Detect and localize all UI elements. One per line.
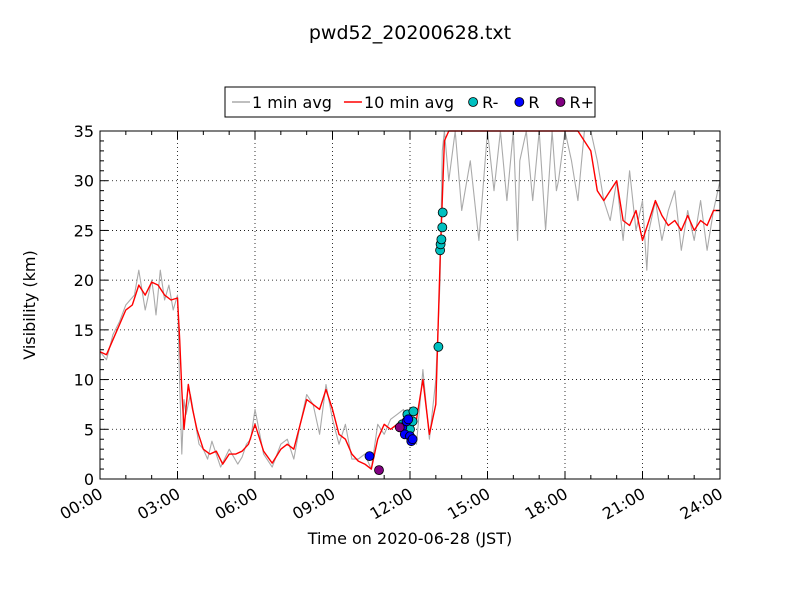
- legend: 1 min avg 10 min avg R- R R+: [224, 86, 596, 118]
- legend-label-10-min-avg: 10 min avg: [364, 93, 454, 112]
- data-point-r: [407, 434, 418, 445]
- legend-items: 1 min avg 10 min avg R- R R+: [232, 93, 594, 112]
- x-tick-label: 18:00: [522, 484, 571, 524]
- data-point-rplus: [394, 422, 405, 433]
- y-axis-label: Visibility (km): [20, 250, 39, 359]
- x-tick-label: 00:00: [57, 484, 106, 524]
- legend-label-1-min-avg: 1 min avg: [252, 93, 332, 112]
- data-point-rminus: [436, 234, 447, 245]
- legend-marker-rplus: [555, 97, 566, 107]
- data-point-rplus: [374, 465, 384, 476]
- legend-marker-rminus: [468, 97, 478, 107]
- data-point-rminus: [433, 341, 444, 352]
- y-tick-label: 20: [74, 271, 94, 290]
- data-point-rminus: [437, 222, 448, 233]
- plot-area: [99, 130, 721, 480]
- y-tick-labels: 0 5 10 15 20 25 30 35: [74, 122, 94, 489]
- x-tick-label: 03:00: [134, 484, 183, 524]
- series-line-10-min-avg: [99, 130, 720, 470]
- series-layer: [99, 130, 721, 476]
- x-tick-label: 21:00: [599, 484, 648, 524]
- data-point-r: [403, 414, 414, 425]
- data-point-r: [364, 451, 375, 462]
- x-tick-label: 09:00: [289, 484, 338, 524]
- y-tick-label: 35: [74, 122, 94, 141]
- legend-label-rplus: R+: [569, 93, 594, 112]
- series-line-1-min-avg: [99, 130, 721, 470]
- legend-label-rminus: R-: [482, 93, 498, 112]
- data-point-rminus: [437, 207, 448, 218]
- y-tick-label: 25: [74, 221, 94, 240]
- x-tick-label: 06:00: [212, 484, 261, 524]
- y-tick-label: 15: [74, 321, 94, 340]
- data-point-rminus: [408, 406, 419, 417]
- plot-frame: [99, 130, 721, 480]
- x-axis-label: Time on 2020-06-28 (JST): [307, 529, 512, 548]
- y-tick-label: 30: [74, 172, 94, 191]
- legend-marker-r: [514, 97, 525, 107]
- x-tick-label: 12:00: [367, 484, 416, 524]
- y-tick-label: 0: [84, 470, 94, 489]
- x-tick-label: 24:00: [677, 484, 726, 524]
- legend-box: [224, 86, 596, 118]
- x-tick-label: 15:00: [444, 484, 493, 524]
- legend-label-r: R: [528, 93, 539, 112]
- y-tick-label: 5: [84, 420, 94, 439]
- chart-title: pwd52_20200628.txt: [309, 22, 511, 44]
- x-tick-labels: 00:00 03:00 06:00 09:00 12:00 15:00 18:00 21:00…: [57, 484, 726, 524]
- y-tick-label: 10: [74, 371, 94, 390]
